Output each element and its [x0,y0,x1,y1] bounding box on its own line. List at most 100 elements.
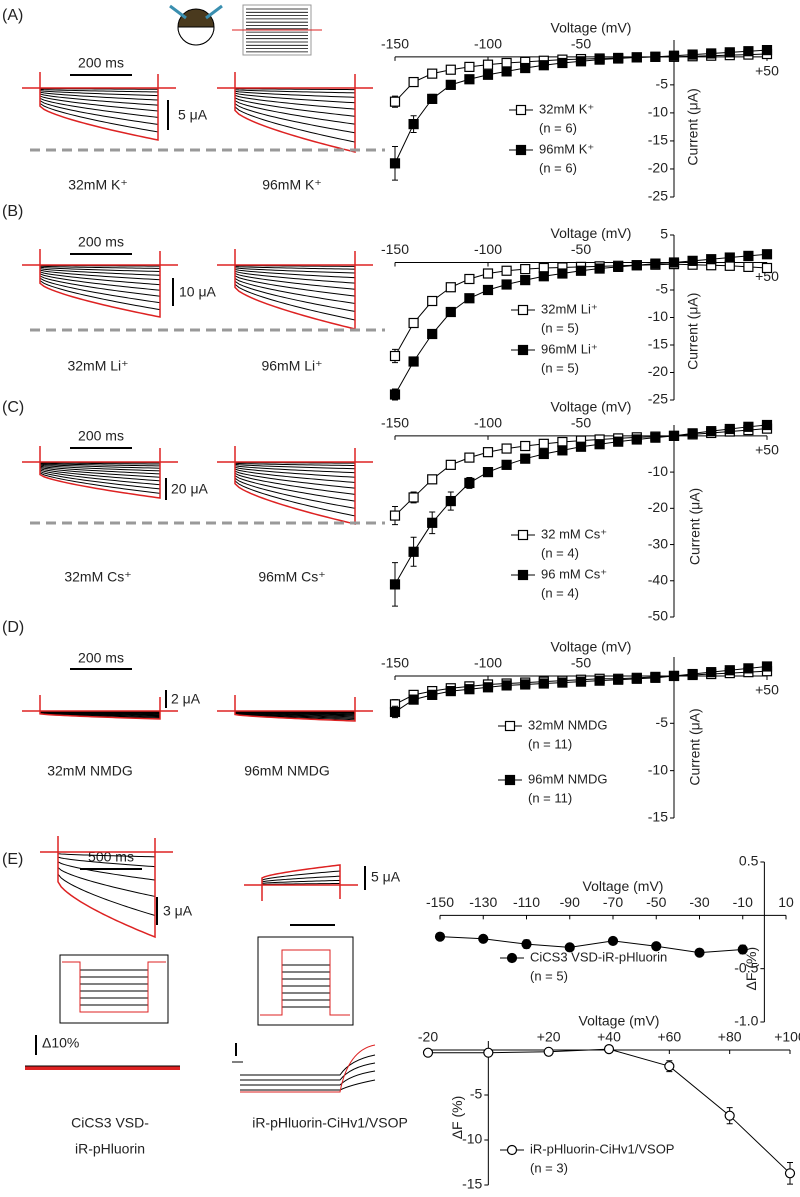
data-point [557,57,568,69]
data-point [538,60,549,71]
data-point [427,689,438,700]
data-point [482,69,494,80]
current-trace [234,72,356,94]
x-tick-label: -50 [571,415,591,431]
trace-group [22,249,178,318]
y-tick-label: -1.0 [734,1013,758,1029]
current-trace [234,249,356,267]
time-label: 200 ms [78,428,124,444]
current-label: 2 μA [171,691,201,707]
current-trace [234,446,356,489]
data-point [761,419,773,431]
data-point [575,56,587,67]
legend-note: (n = 11) [528,790,572,805]
current-trace [39,446,161,499]
legend-marker [506,1144,518,1156]
trace-group [40,836,173,939]
current-trace [234,249,356,330]
data-point [603,1043,615,1055]
data-point [557,445,568,456]
x-tick-label: 10 [778,894,794,910]
current-trace [234,72,356,153]
current-trace [39,446,161,490]
current-trace [261,870,341,901]
current-trace [234,695,356,713]
legend-label: iR-pHluorin-CiHv1/VSOP [530,1141,674,1156]
current-trace [39,695,161,720]
data-point [538,262,549,274]
y-axis-title: Current (μA) [685,293,701,370]
y-tick-label: -20 [648,363,668,379]
legend-marker [517,304,529,316]
x-tick-label: +20 [537,1029,561,1045]
data-point [575,265,587,276]
data-point [668,430,680,441]
trace-group [217,695,373,722]
data-point [389,158,401,169]
data-point [408,694,419,705]
y-tick-label: -5 [656,281,669,297]
data-point [445,495,456,507]
current-trace [234,249,356,279]
trace-label: 32mM K⁺ [68,177,128,193]
y-tick-label: -50 [648,608,668,624]
data-point [631,52,642,63]
trace-label: 96mM Cs⁺ [258,569,325,585]
data-point [706,48,717,59]
current-trace [234,695,356,713]
data-point [389,510,401,521]
legend-note: (n = 4) [541,545,579,560]
current-label: 20 μA [171,481,209,497]
current-trace [234,446,356,474]
current-trace [39,695,161,712]
current-trace [39,446,161,482]
data-point [651,941,662,952]
trace-label: 32mM Li⁺ [67,358,128,374]
y-tick-label: -15 [648,809,668,825]
current-trace [39,695,161,718]
data-point [761,44,773,56]
x-tick-label: -20 [418,1029,438,1045]
current-trace [57,836,156,858]
data-point [408,119,419,130]
data-point [724,423,735,435]
data-point [464,684,475,695]
trace-group [217,446,373,525]
data-point [408,317,419,329]
data-point [564,942,575,953]
scale-bars [35,74,366,1056]
trace-group [217,72,373,153]
current-trace [39,695,161,713]
current-trace [234,695,356,714]
legend-note: (n = 5) [541,360,579,375]
y-tick-label: -15 [462,1176,482,1192]
x-axis-title: Voltage (mV) [551,20,632,36]
y-tick-label: -10 [648,463,668,479]
x-axis-title: Voltage (mV) [551,225,632,241]
current-trace [234,446,356,502]
data-point [761,262,773,274]
x-tick-label: -150 [381,36,409,52]
legend-label: 32 mM Cs⁺ [541,526,607,541]
current-trace [39,446,161,486]
legend-label: 96 mM Cs⁺ [541,566,607,581]
data-point [743,261,754,272]
data-point [613,261,624,272]
data-point [694,947,705,958]
y-tick-label: 0.5 [739,853,759,869]
protocol-box [59,954,169,1024]
current-trace [39,249,161,267]
current-trace [234,695,356,716]
y-tick-label: -10 [462,1131,482,1147]
current-trace [39,446,161,467]
current-trace [39,249,161,304]
data-point [445,685,456,697]
data-point [482,447,494,458]
data-point [631,673,642,684]
current-trace [234,72,356,117]
data-point [724,47,735,58]
data-point [594,675,605,686]
data-point [668,257,680,268]
trace-label: CiCS3 VSD- [71,1115,149,1131]
current-trace [39,695,161,713]
